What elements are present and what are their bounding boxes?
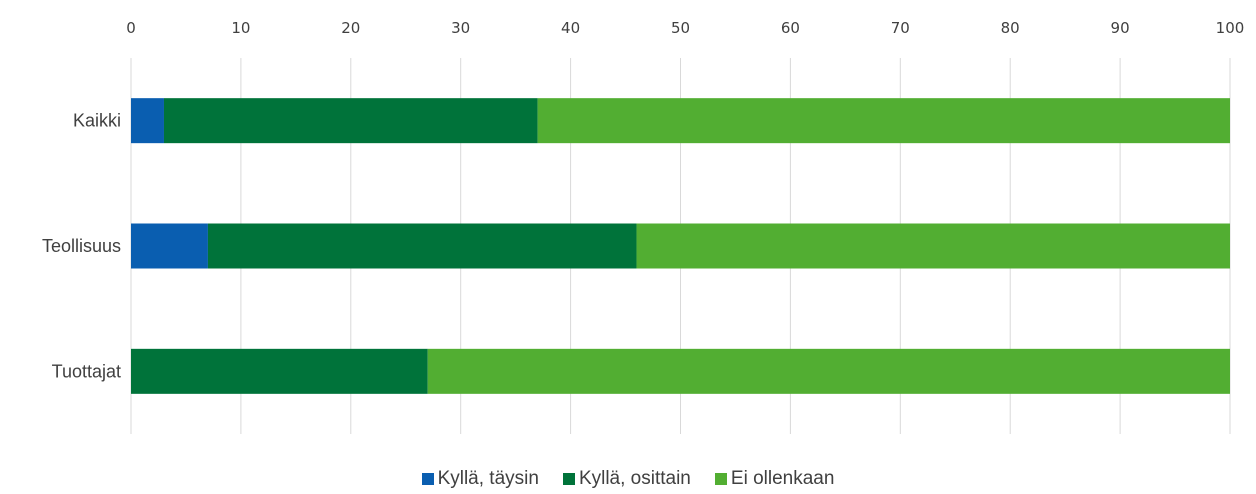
legend-swatch <box>714 473 727 485</box>
category-labels: Kaikki Teollisuus Tuottajat <box>42 111 121 382</box>
x-tick-label: 90 <box>1111 19 1130 37</box>
x-tick-label: 20 <box>341 19 360 37</box>
x-axis-ticks: 0 10 20 30 40 50 60 70 80 90 100 <box>126 19 1244 37</box>
legend: Kyllä, täysin Kyllä, osittain Ei ollenka… <box>0 468 1256 490</box>
category-label: Teollisuus <box>42 236 121 256</box>
bar-segment <box>131 348 428 394</box>
legend-label: Kyllä, täysin <box>437 468 539 489</box>
bar-segment <box>131 223 208 269</box>
bar-segment <box>207 223 637 269</box>
x-tick-label: 40 <box>561 19 580 37</box>
bars <box>131 98 1231 394</box>
legend-swatch <box>562 473 575 485</box>
legend-label: Kyllä, osittain <box>578 468 691 489</box>
x-tick-label: 30 <box>451 19 470 37</box>
bar-segment <box>537 98 1230 144</box>
legend-item-ei-ollenkaan: Ei ollenkaan <box>714 468 835 490</box>
x-tick-label: 70 <box>891 19 910 37</box>
bar-segment <box>636 223 1230 269</box>
x-tick-label: 80 <box>1001 19 1020 37</box>
bar-segment <box>131 98 164 144</box>
legend-item-kylla-taysin: Kyllä, täysin <box>421 468 539 490</box>
category-label: Tuottajat <box>52 361 121 381</box>
x-tick-label: 0 <box>126 19 136 37</box>
x-tick-label: 100 <box>1216 19 1245 37</box>
x-tick-label: 50 <box>671 19 690 37</box>
legend-label: Ei ollenkaan <box>730 468 835 489</box>
bar-segment <box>427 348 1231 394</box>
category-label: Kaikki <box>73 111 121 131</box>
bar-segment <box>163 98 538 144</box>
x-tick-label: 10 <box>231 19 250 37</box>
legend-item-kylla-osittain: Kyllä, osittain <box>562 468 691 490</box>
x-tick-label: 60 <box>781 19 800 37</box>
legend-swatch <box>421 473 434 485</box>
